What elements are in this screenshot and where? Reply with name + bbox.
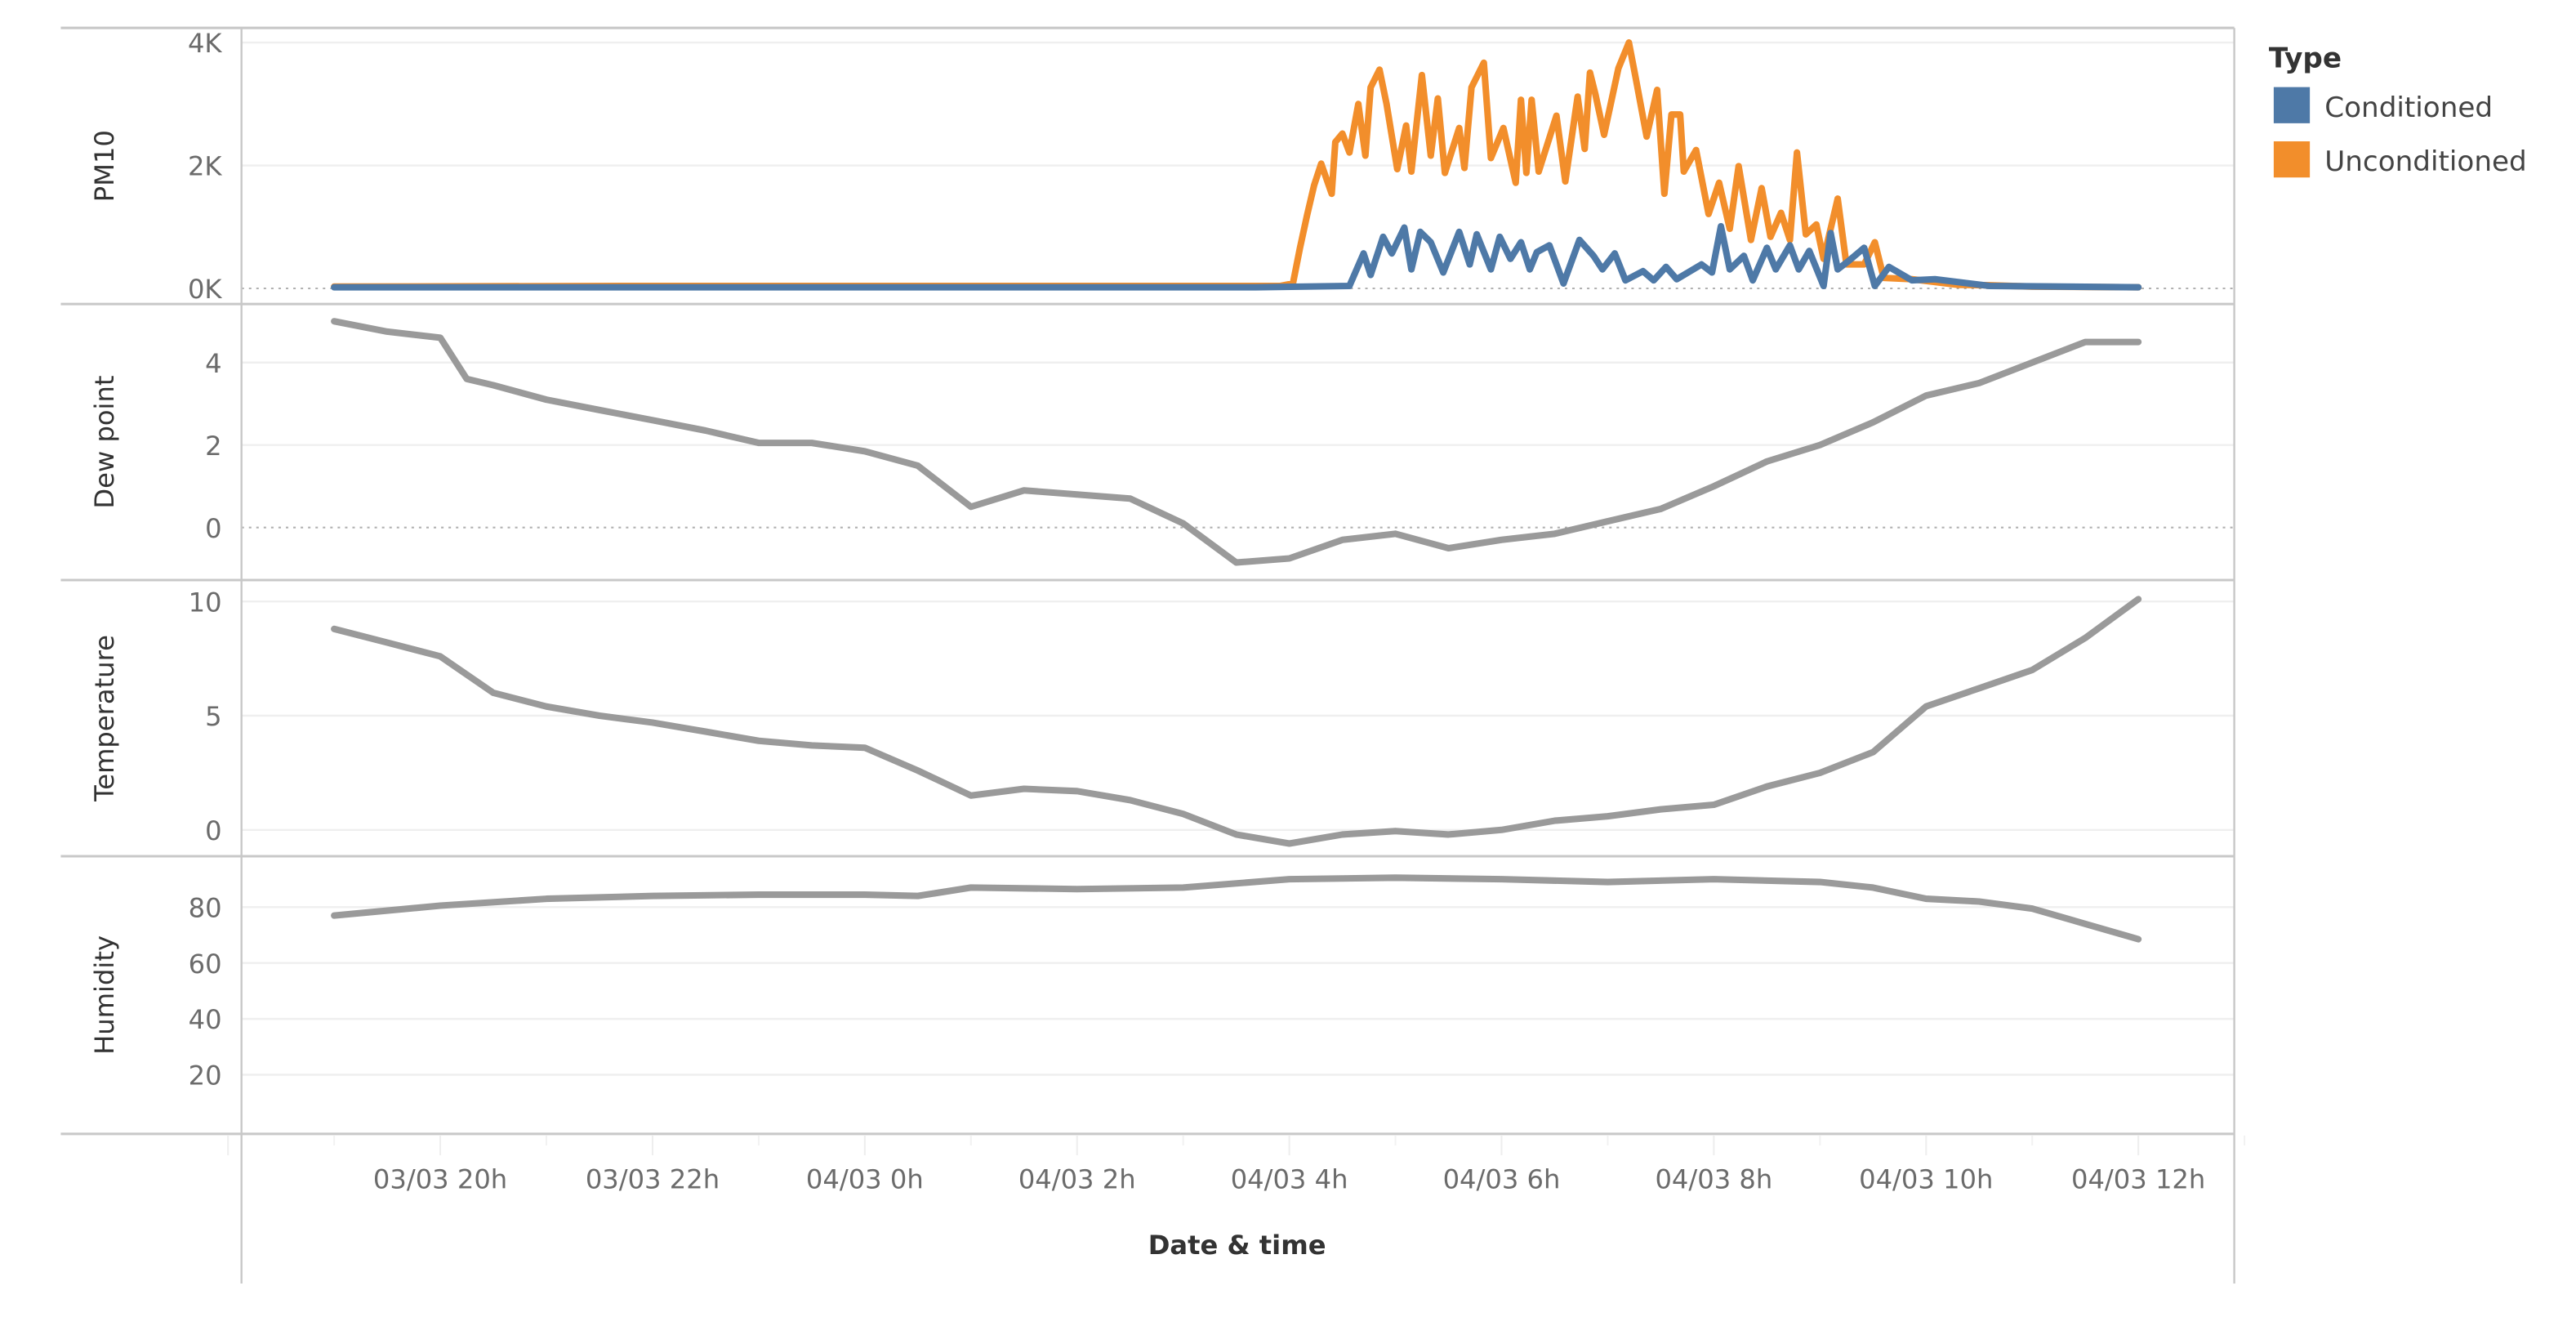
y-tick-label: 80 (189, 892, 222, 923)
series-line-dew-point (331, 318, 2142, 566)
x-tick-label: 04/03 8h (1655, 1163, 1772, 1194)
gridlines (241, 41, 2235, 1076)
legend-swatch-unconditioned (2273, 141, 2311, 178)
x-tick-label: 03/03 22h (586, 1163, 720, 1194)
y-tick-label: 40 (189, 1004, 222, 1035)
y-tick-label: 2 (205, 431, 221, 462)
x-tick-label: 04/03 2h (1018, 1163, 1136, 1194)
series-line-unconditioned (331, 39, 2142, 291)
axis-labels: 0K 2K 4K PM10 0 2 4 Dew point 0 5 10 Temperature 20 4… (89, 28, 2205, 1194)
y-tick-label: 10 (189, 587, 222, 618)
y-tick-label: 4K (188, 28, 222, 59)
y-axis-title: Humidity (89, 935, 120, 1055)
x-tick-label: 04/03 10h (1859, 1163, 1993, 1194)
legend-title: Type (2269, 42, 2342, 74)
legend-item-unconditioned[interactable]: Unconditioned (2273, 141, 2527, 178)
y-axis-title: Temperature (89, 635, 120, 802)
x-tick-label: 03/03 20h (373, 1163, 507, 1194)
series-line-humidity (331, 874, 2142, 943)
legend-label-unconditioned: Unconditioned (2324, 145, 2526, 178)
legend-item-conditioned[interactable]: Conditioned (2273, 87, 2493, 124)
x-tick-label: 04/03 6h (1443, 1163, 1561, 1194)
y-tick-label: 20 (189, 1060, 222, 1092)
series-lines (331, 39, 2142, 943)
y-tick-label: 0 (205, 513, 221, 544)
y-tick-label: 0 (205, 815, 221, 846)
y-tick-label: 5 (205, 701, 221, 732)
y-tick-label: 0K (188, 274, 222, 305)
y-tick-label: 4 (205, 348, 221, 379)
legend-label-conditioned: Conditioned (2324, 92, 2493, 124)
x-tick-label: 04/03 4h (1231, 1163, 1348, 1194)
y-tick-label: 2K (188, 151, 222, 182)
y-axis-title: PM10 (89, 130, 120, 202)
x-tick-label: 04/03 12h (2071, 1163, 2205, 1194)
series-line-conditioned (331, 222, 2142, 291)
y-axis-title: Dew point (89, 376, 120, 509)
legend-swatch-conditioned (2273, 87, 2311, 123)
series-line-temperature (331, 596, 2142, 847)
x-axis-title: Date & time (1148, 1230, 1326, 1261)
x-tick-label: 04/03 0h (806, 1163, 924, 1194)
chart-frame (60, 26, 2246, 1284)
legend: Type Conditioned Unconditioned (2269, 42, 2527, 178)
y-tick-label: 60 (189, 949, 222, 980)
